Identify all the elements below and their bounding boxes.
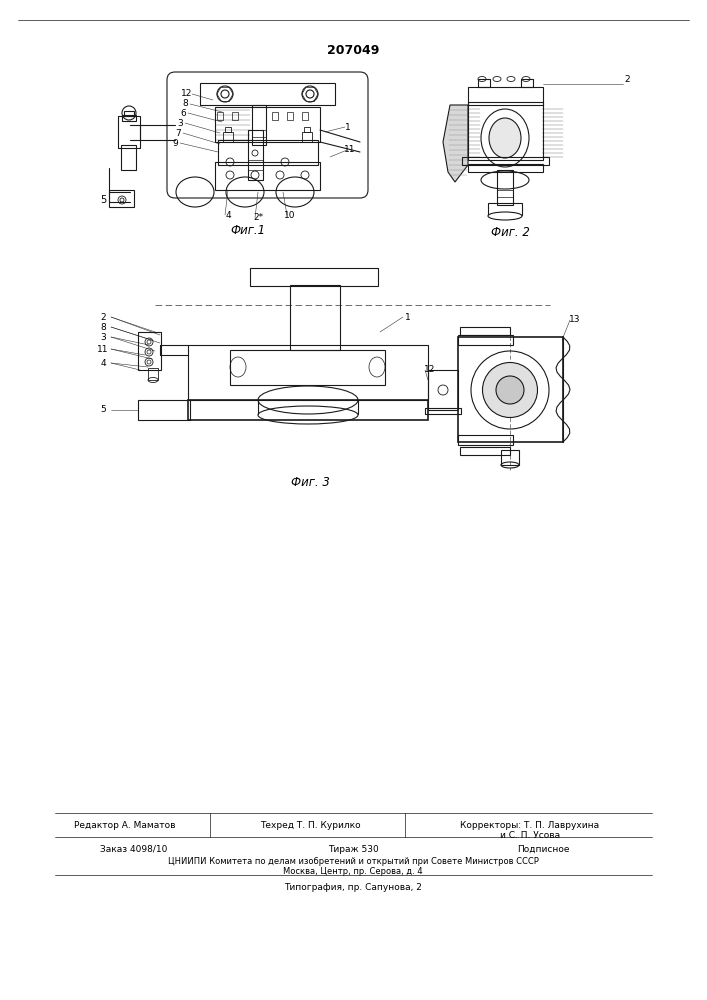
Text: 3: 3 — [177, 118, 183, 127]
Text: Типография, пр. Сапунова, 2: Типография, пр. Сапунова, 2 — [284, 882, 422, 892]
Circle shape — [147, 340, 151, 344]
Bar — [218, 140, 318, 165]
Bar — [248, 130, 263, 180]
Bar — [215, 107, 320, 142]
Text: 12: 12 — [424, 365, 436, 374]
Bar — [497, 170, 513, 205]
Text: 2: 2 — [100, 312, 106, 322]
Bar — [302, 112, 308, 120]
Ellipse shape — [489, 118, 521, 158]
Text: 207049: 207049 — [327, 43, 379, 56]
Bar — [521, 79, 533, 87]
Bar — [138, 332, 161, 370]
Text: 10: 10 — [284, 211, 296, 220]
Text: Техред Т. П. Курилко: Техред Т. П. Курилко — [259, 820, 361, 830]
Text: 8: 8 — [100, 322, 106, 332]
Text: 2*: 2* — [253, 214, 263, 223]
Bar — [304, 127, 310, 132]
Text: 4: 4 — [226, 211, 230, 220]
Text: Заказ 4098/10: Заказ 4098/10 — [100, 844, 168, 854]
Text: 4: 4 — [100, 359, 106, 367]
Circle shape — [147, 360, 151, 364]
Text: Фиг. 3: Фиг. 3 — [291, 476, 329, 488]
Bar — [215, 162, 320, 190]
Ellipse shape — [496, 376, 524, 404]
Bar — [272, 112, 278, 120]
Bar — [250, 268, 378, 286]
Bar — [458, 435, 513, 445]
Bar — [225, 127, 231, 132]
Text: Редактор А. Маматов: Редактор А. Маматов — [74, 820, 176, 830]
Text: и С. П. Усова: и С. П. Усова — [500, 830, 560, 840]
Bar — [252, 105, 266, 145]
Text: 11: 11 — [98, 344, 109, 354]
Bar — [460, 327, 510, 335]
Circle shape — [120, 198, 124, 202]
Ellipse shape — [482, 362, 537, 418]
Bar — [148, 368, 158, 380]
Bar — [458, 337, 563, 442]
Bar — [232, 112, 238, 120]
Text: ЦНИИПИ Комитета по делам изобретений и открытий при Совете Министров СССР: ЦНИИПИ Комитета по делам изобретений и о… — [168, 856, 539, 865]
Bar — [109, 190, 134, 207]
Text: 1: 1 — [345, 122, 351, 131]
Text: Корректоры: Т. П. Лаврухина: Корректоры: Т. П. Лаврухина — [460, 820, 600, 830]
Bar — [468, 87, 543, 105]
Text: 5: 5 — [100, 195, 106, 205]
Bar — [188, 345, 428, 400]
Bar — [223, 132, 233, 142]
Text: 13: 13 — [569, 316, 580, 324]
Circle shape — [306, 90, 314, 98]
Text: Москва, Центр, пр. Серова, д. 4: Москва, Центр, пр. Серова, д. 4 — [284, 866, 423, 876]
Bar — [458, 335, 513, 345]
Text: 2: 2 — [624, 76, 630, 85]
Text: 1: 1 — [405, 312, 411, 322]
Text: Подписное: Подписное — [518, 844, 570, 854]
Bar — [462, 157, 549, 165]
Bar — [428, 370, 458, 410]
Bar — [122, 115, 136, 121]
Bar — [121, 145, 136, 170]
Bar — [290, 285, 340, 350]
Text: 6: 6 — [180, 108, 186, 117]
Text: 12: 12 — [181, 90, 193, 99]
Bar — [188, 400, 428, 420]
Bar — [302, 132, 312, 142]
Bar — [138, 400, 190, 420]
Bar — [287, 112, 293, 120]
Ellipse shape — [488, 212, 522, 220]
Circle shape — [221, 90, 229, 98]
Text: 5: 5 — [100, 406, 106, 414]
Bar — [468, 164, 543, 172]
Text: Фиг. 2: Фиг. 2 — [491, 226, 530, 238]
Bar — [200, 83, 335, 105]
Bar — [460, 447, 510, 455]
Bar — [217, 112, 223, 120]
Bar — [118, 116, 140, 148]
Text: 11: 11 — [344, 145, 356, 154]
Text: 7: 7 — [175, 128, 181, 137]
Bar — [501, 450, 519, 465]
Text: Фиг.1: Фиг.1 — [230, 224, 266, 236]
Circle shape — [147, 350, 151, 354]
Polygon shape — [443, 105, 468, 182]
Bar — [468, 102, 543, 160]
Text: 8: 8 — [182, 100, 188, 108]
Bar — [488, 203, 522, 215]
Text: 3: 3 — [100, 332, 106, 342]
Bar — [124, 111, 134, 116]
Text: Тираж 530: Тираж 530 — [327, 844, 378, 854]
Text: 9: 9 — [172, 138, 178, 147]
Bar — [230, 350, 385, 385]
Bar — [478, 79, 490, 87]
Bar — [425, 408, 461, 414]
